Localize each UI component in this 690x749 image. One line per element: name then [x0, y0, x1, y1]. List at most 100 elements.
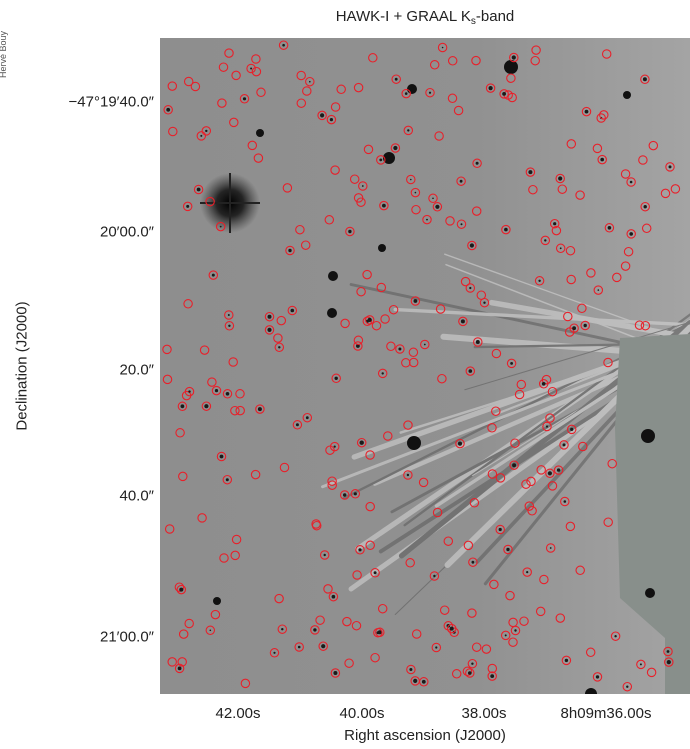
y-tick-label: 20.0″ [119, 361, 154, 379]
source-marker [339, 490, 350, 500]
faint-star [457, 441, 463, 446]
source-marker [164, 524, 175, 534]
faint-star [595, 675, 600, 679]
source-marker [545, 413, 555, 423]
faint-star [498, 527, 502, 532]
source-marker [429, 571, 440, 581]
source-marker [277, 624, 288, 634]
source-marker [406, 664, 416, 675]
faint-star [563, 500, 567, 503]
source-marker [499, 89, 509, 99]
source-marker [340, 318, 350, 329]
faint-star [512, 463, 517, 468]
faint-star [358, 548, 362, 552]
source-marker [528, 184, 538, 195]
faint-star [166, 107, 171, 112]
source-marker [495, 473, 506, 483]
source-marker [168, 126, 178, 137]
source-marker [224, 48, 234, 58]
source-marker [525, 167, 536, 177]
source-marker [205, 196, 215, 207]
source-marker [264, 325, 275, 335]
source-marker [174, 582, 185, 592]
faint-star [666, 650, 670, 653]
source-marker [432, 507, 443, 518]
faint-star [323, 553, 326, 557]
faint-star [321, 644, 326, 649]
source-marker [219, 553, 229, 563]
title-tail: -band [475, 8, 515, 25]
source-marker [437, 373, 447, 384]
faint-star [556, 468, 561, 472]
source-marker [250, 469, 261, 480]
source-marker [371, 320, 382, 331]
source-marker [327, 476, 337, 486]
source-marker [516, 379, 527, 390]
source-marker [328, 591, 339, 602]
faint-star [381, 372, 384, 375]
faint-star [626, 685, 629, 688]
source-marker [636, 659, 646, 670]
source-marker [274, 593, 284, 604]
source-marker [557, 184, 568, 194]
source-marker [376, 282, 387, 293]
source-marker [575, 190, 585, 200]
y-tick-label: 40.0″ [119, 487, 154, 505]
source-marker [388, 304, 399, 315]
source-marker [487, 423, 497, 433]
source-marker [663, 646, 673, 657]
source-marker [264, 311, 275, 322]
source-marker [437, 42, 448, 53]
faint-star [432, 197, 434, 200]
source-marker [581, 106, 592, 117]
faint-star [471, 662, 474, 665]
source-marker [274, 342, 285, 353]
bright-stars [200, 60, 655, 694]
source-marker [292, 420, 303, 430]
source-marker [405, 558, 415, 568]
source-marker [593, 285, 604, 295]
faint-star [468, 369, 473, 373]
faint-star [421, 679, 426, 684]
source-marker [310, 625, 320, 635]
source-marker [471, 642, 482, 652]
source-marker [362, 269, 372, 280]
faint-star [414, 191, 417, 194]
source-marker [319, 550, 330, 560]
source-marker [205, 625, 216, 636]
source-marker [327, 480, 337, 490]
source-marker [318, 641, 328, 651]
source-marker [665, 162, 675, 172]
faint-star [196, 187, 201, 192]
faint-star [514, 629, 517, 632]
faint-star [343, 493, 347, 497]
source-marker [251, 66, 262, 77]
faint-star [211, 273, 215, 277]
faint-star [295, 423, 299, 427]
source-marker [559, 440, 569, 450]
y-tick-label: −47°19′40.0″ [68, 93, 154, 111]
source-marker [491, 348, 502, 359]
source-marker [323, 584, 333, 594]
source-marker [469, 498, 480, 508]
faint-star [544, 239, 547, 242]
source-marker [603, 357, 613, 368]
faint-star [572, 326, 576, 331]
faint-star [225, 392, 230, 396]
source-marker [411, 629, 422, 639]
faint-star [205, 129, 208, 133]
faint-star [398, 347, 402, 351]
source-marker [551, 225, 562, 236]
source-marker [403, 420, 413, 430]
source-marker [167, 657, 177, 667]
source-marker [640, 74, 650, 85]
faint-star [413, 678, 418, 684]
bright-star [213, 597, 221, 605]
source-marker [561, 655, 572, 666]
source-marker [599, 110, 609, 120]
source-marker [379, 200, 389, 211]
source-marker [174, 663, 185, 674]
faint-star [333, 671, 338, 675]
faint-star [553, 222, 557, 226]
source-marker [183, 76, 194, 87]
